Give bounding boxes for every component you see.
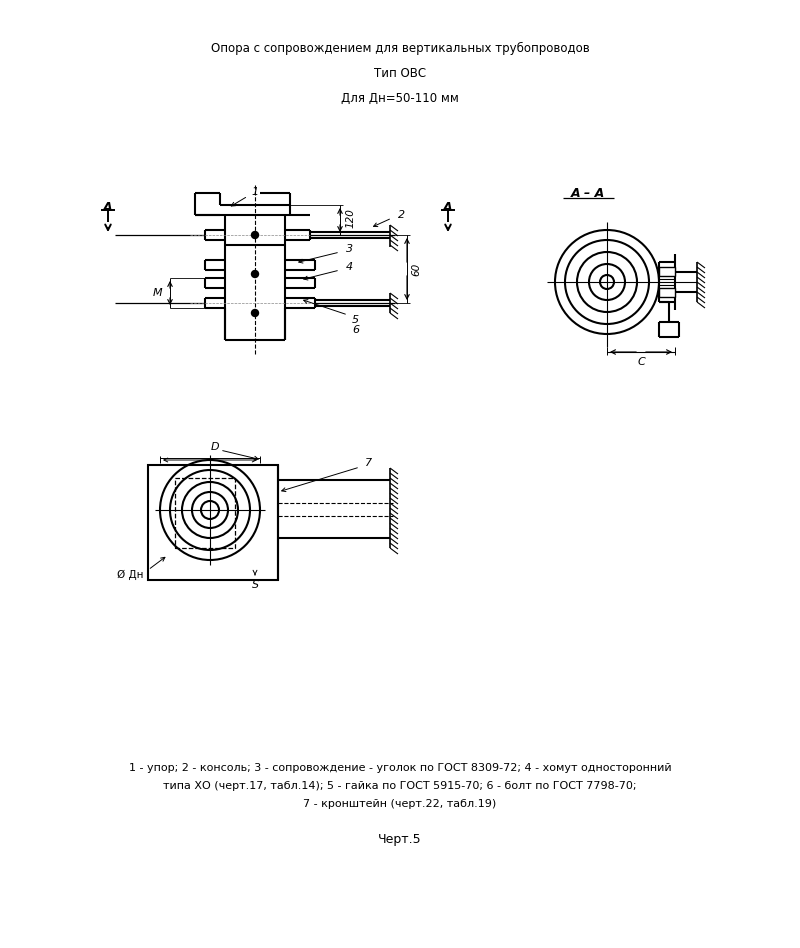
Text: 7: 7 [365,458,372,468]
Bar [659,288,675,297]
Text: А: А [443,200,453,213]
Circle shape [251,309,258,317]
Circle shape [251,231,258,239]
Bar [659,267,675,276]
Text: S: S [251,580,258,590]
Text: Тип ОВС: Тип ОВС [374,66,426,80]
Text: 5: 5 [352,315,359,325]
Text: типа ХО (черт.17, табл.14); 5 - гайка по ГОСТ 5915-70; 6 - болт по ГОСТ 7798-70;: типа ХО (черт.17, табл.14); 5 - гайка по… [163,781,637,791]
Text: 7 - кронштейн (черт.22, табл.19): 7 - кронштейн (черт.22, табл.19) [303,799,497,809]
Text: 2: 2 [398,210,405,220]
Text: С: С [637,357,645,367]
Text: 6: 6 [352,325,359,335]
Text: А: А [103,200,113,213]
Text: D: D [210,442,219,452]
Text: Опора с сопровождением для вертикальных трубопроводов: Опора с сопровождением для вертикальных … [210,42,590,55]
Text: А – А: А – А [571,187,605,199]
Text: Черт.5: Черт.5 [378,833,422,847]
Bar [175,478,235,548]
Text: 4: 4 [346,262,353,272]
Bar [148,465,278,580]
Text: Для Дн=50-110 мм: Для Дн=50-110 мм [341,92,459,104]
Text: 1 - упор; 2 - консоль; 3 - сопровождение - уголок по ГОСТ 8309-72; 4 - хомут одн: 1 - упор; 2 - консоль; 3 - сопровождение… [129,763,671,773]
Text: Ø Дн: Ø Дн [117,570,143,580]
Text: 120: 120 [345,208,355,228]
Text: М: М [152,288,162,298]
Text: 60: 60 [411,263,421,276]
Text: 3: 3 [346,244,353,254]
Circle shape [251,270,258,278]
Text: 1: 1 [251,187,258,197]
